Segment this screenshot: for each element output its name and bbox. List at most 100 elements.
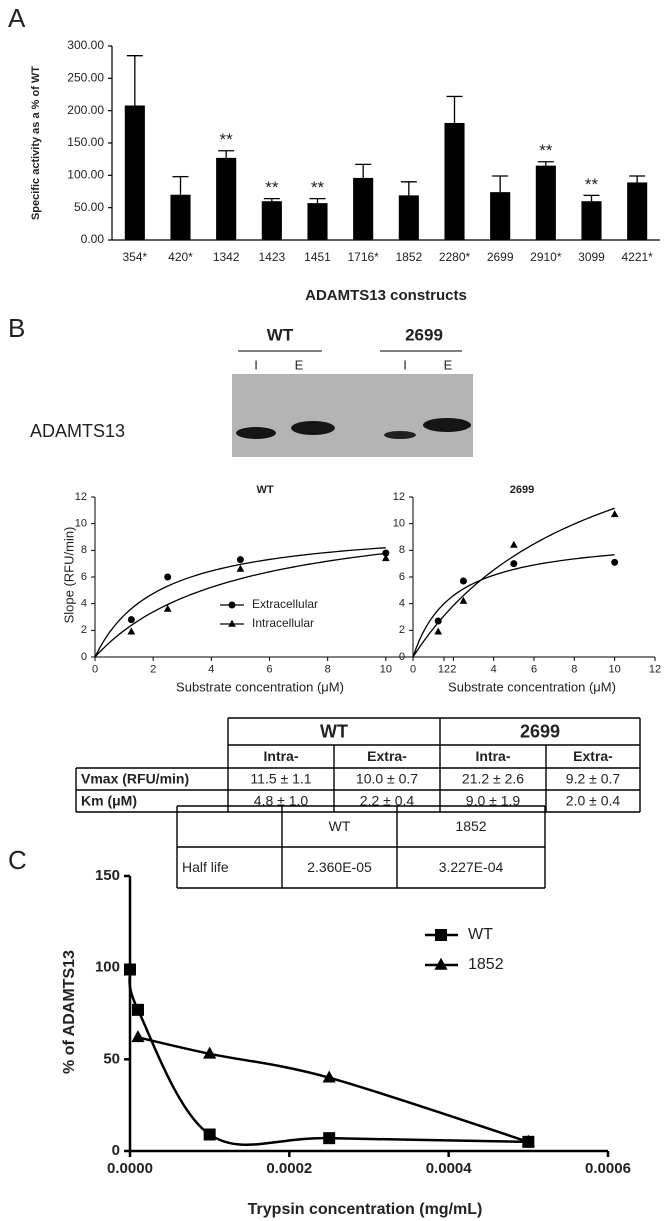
data-point <box>127 616 135 624</box>
table-cell: 3.227E-04 <box>439 859 504 875</box>
y-tick-label: 250.00 <box>67 71 104 85</box>
x-tick-label: 10 <box>380 664 392 676</box>
data-point <box>236 564 245 572</box>
data-point <box>163 604 172 612</box>
x-tick-label: 354* <box>122 250 147 264</box>
data-point <box>510 560 518 568</box>
bar <box>490 192 511 240</box>
bar <box>535 165 556 240</box>
table-cell: 2699 <box>520 721 560 741</box>
table-cell: 9.0 ± 1.9 <box>466 793 521 809</box>
legend-label: 1852 <box>468 956 504 973</box>
x-tick-label: 1423 <box>258 250 285 264</box>
bar <box>216 157 237 240</box>
data-point <box>521 1134 535 1147</box>
blot-band <box>236 427 276 439</box>
y-tick-label: 8 <box>81 544 87 556</box>
data-point <box>322 1070 336 1083</box>
fit-curve <box>94 552 386 658</box>
y-tick-label: 100.00 <box>67 168 104 182</box>
data-point <box>203 1128 216 1141</box>
x-axis-label: Substrate concentration (μM) <box>448 679 616 694</box>
x-tick-label: 3099 <box>578 250 605 264</box>
table-cell: Km (μM) <box>81 793 137 809</box>
panel-label: C <box>8 845 27 875</box>
x-tick-label: 0.0004 <box>426 1160 473 1177</box>
table-cell: Half life <box>182 859 229 875</box>
y-tick-label: 10 <box>393 518 405 530</box>
legend-marker <box>228 601 236 609</box>
data-point <box>381 554 390 562</box>
x-tick-label: 0.0006 <box>585 1160 631 1177</box>
bar <box>261 201 282 240</box>
legend-label: WT <box>468 926 493 943</box>
y-tick-label: 4 <box>81 598 87 610</box>
x-axis-label: Trypsin concentration (mg/mL) <box>248 1201 483 1218</box>
x-tick-label: 0 <box>92 664 98 676</box>
y-tick-label: 0 <box>81 651 87 663</box>
legend-marker <box>435 929 447 941</box>
blot-membrane <box>232 374 473 457</box>
significance: ** <box>585 175 599 194</box>
x-tick-label: 2 <box>150 664 156 676</box>
x-tick-label: 2699 <box>487 250 514 264</box>
legend-marker <box>228 619 236 627</box>
bar <box>444 122 465 240</box>
table-cell: Vmax (RFU/min) <box>81 771 189 787</box>
bar <box>398 195 419 240</box>
significance: ** <box>539 141 553 160</box>
x-tick-label: 1716* <box>347 250 379 264</box>
legend-label: Extracellular <box>252 597 318 611</box>
blot-lane-label: I <box>403 357 407 372</box>
y-tick-label: 12 <box>393 491 405 503</box>
x-tick-label: 1852 <box>395 250 422 264</box>
significance: ** <box>220 130 234 149</box>
blot-lane-label: E <box>444 357 453 372</box>
x-tick-label: 8 <box>571 664 577 676</box>
x-tick-label: 12 <box>438 664 450 676</box>
x-tick-label: 2280* <box>439 250 471 264</box>
fit-curve <box>412 554 615 658</box>
y-tick-label: 6 <box>81 571 87 583</box>
y-tick-label: 0 <box>112 1142 120 1159</box>
significance: ** <box>265 178 279 197</box>
data-point <box>610 510 619 518</box>
x-axis-label: ADAMTS13 constructs <box>305 287 467 304</box>
x-tick-label: 1342 <box>213 250 240 264</box>
data-point <box>124 963 136 976</box>
table-cell: WT <box>320 721 348 741</box>
y-tick-label: 100 <box>95 959 120 976</box>
x-tick-label: 2910* <box>530 250 562 264</box>
bar <box>124 105 145 240</box>
blot-band <box>384 431 416 439</box>
x-tick-label: 0 <box>410 664 416 676</box>
bar <box>581 201 602 240</box>
bar <box>170 194 191 240</box>
blot-group-label: WT <box>267 325 294 344</box>
significance: ** <box>311 178 325 197</box>
y-tick-label: 10 <box>75 518 87 530</box>
table-cell: 2.2 ± 0.4 <box>360 793 415 809</box>
data-point <box>509 540 518 548</box>
y-axis-label: Slope (RFU/min) <box>61 527 76 624</box>
y-tick-label: 12 <box>75 491 87 503</box>
legend-marker <box>434 957 448 970</box>
blot-lane-label: E <box>295 357 304 372</box>
blot-lane-label: I <box>254 357 258 372</box>
x-tick-label: 4 <box>491 664 497 676</box>
data-point <box>131 1003 144 1016</box>
panel-label: B <box>8 313 25 343</box>
y-axis-label: Specific activity as a % of WT <box>30 66 42 220</box>
y-tick-label: 300.00 <box>67 38 104 52</box>
fit-curve <box>137 1036 529 1144</box>
data-point <box>203 1046 217 1059</box>
data-point <box>323 1132 336 1145</box>
table-cell: 10.0 ± 0.7 <box>356 771 418 787</box>
table-cell: 21.2 ± 2.6 <box>462 771 524 787</box>
table-cell: Extra- <box>367 748 407 764</box>
data-point <box>434 627 443 635</box>
legend-label: Intracellular <box>252 616 314 630</box>
data-point <box>382 549 390 557</box>
